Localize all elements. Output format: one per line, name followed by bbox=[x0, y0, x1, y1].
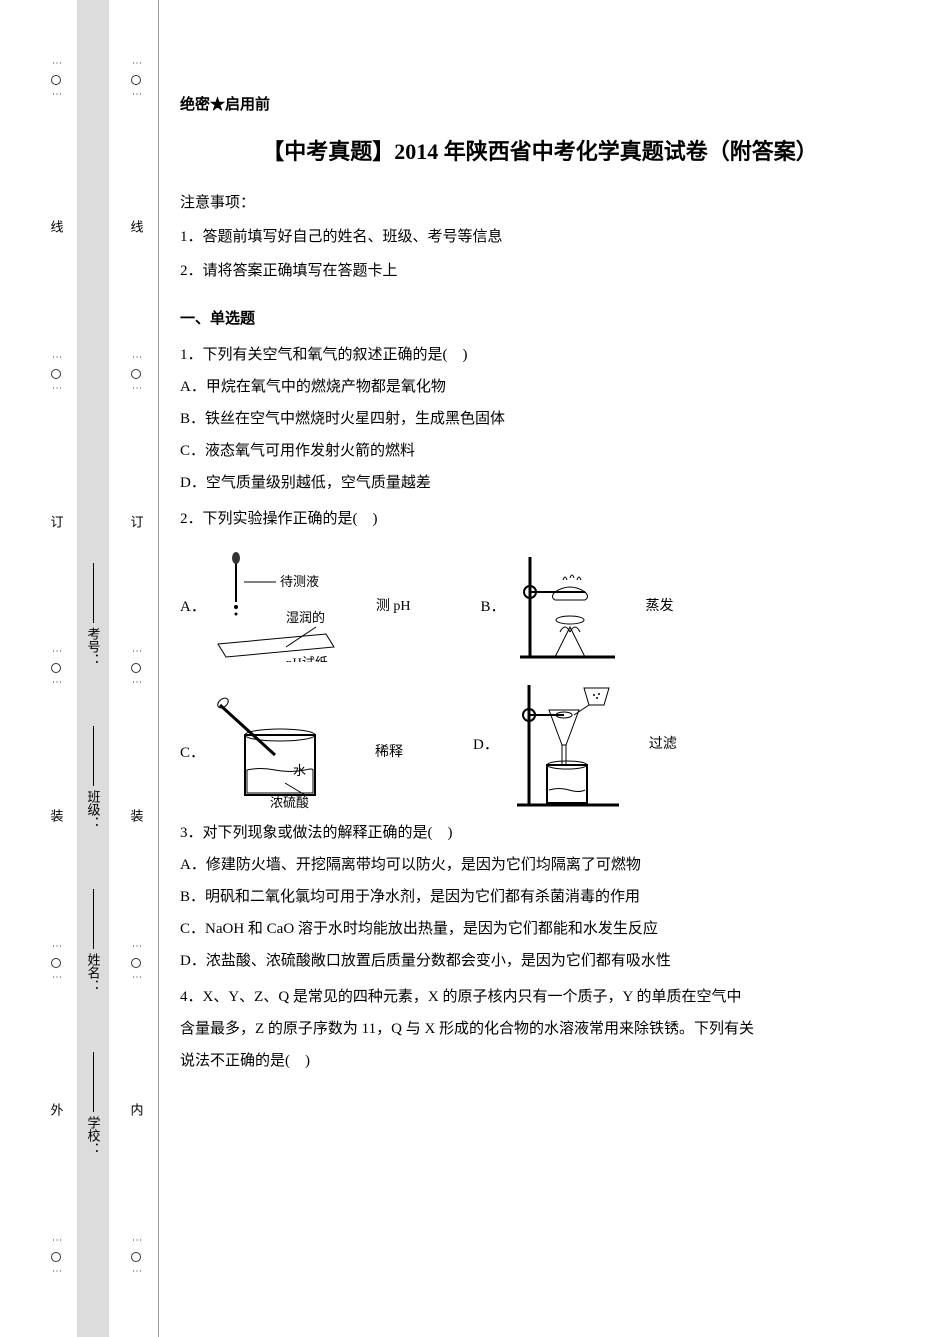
figure-label: D． bbox=[473, 730, 499, 760]
field-label: 学校： bbox=[84, 1116, 103, 1155]
svg-text:水: 水 bbox=[293, 763, 306, 778]
student-fields: 考号： 班级： 姓名： 学校： bbox=[81, 0, 105, 1337]
fold-char: 订 bbox=[47, 512, 66, 531]
svg-text:浓硫酸: 浓硫酸 bbox=[270, 795, 309, 810]
question-stem: 3．对下列现象或做法的解释正确的是( ) bbox=[180, 818, 900, 848]
option: A．修建防火墙、开挖隔离带均可以防火，是因为它们均隔离了可燃物 bbox=[180, 850, 900, 880]
binding-strip: ⋮⋮ 线 ⋮⋮ 订 ⋮⋮ 装 ⋮⋮ 外 ⋮⋮ 考号： 班级： 姓名： 学校： ⋮… bbox=[0, 0, 155, 1337]
fold-char: 订 bbox=[127, 512, 146, 531]
exam-content: 绝密★启用前 【中考真题】2014 年陕西省中考化学真题试卷（附答案） 注意事项… bbox=[180, 90, 900, 1076]
diagram-filtration bbox=[509, 680, 629, 810]
question-stem: 1．下列有关空气和氧气的叙述正确的是( ) bbox=[180, 340, 900, 370]
option: C．NaOH 和 CaO 溶于水时均能放出热量，是因为它们都能和水发生反应 bbox=[180, 914, 900, 944]
field-label: 班级： bbox=[84, 790, 103, 829]
diagram-ph-test: 待测液 湿润的 pH试纸 bbox=[216, 552, 356, 662]
figure-caption: 稀释 bbox=[375, 739, 403, 767]
figure-a: A． 待测液 湿润的 pH试纸 测 pH bbox=[180, 552, 410, 662]
svg-text:湿润的: 湿润的 bbox=[286, 610, 325, 625]
section-heading: 一、单选题 bbox=[180, 304, 900, 334]
field-label: 姓名： bbox=[84, 953, 103, 992]
diagram-evaporation bbox=[515, 552, 625, 662]
diagram-dilution: 水 浓硫酸 bbox=[215, 695, 355, 810]
exam-title: 【中考真题】2014 年陕西省中考化学真题试卷（附答案） bbox=[180, 130, 900, 174]
option: A．甲烷在氧气中的燃烧产物都是氧化物 bbox=[180, 372, 900, 402]
fold-line-inner: ⋮⋮ 线 ⋮⋮ 订 ⋮⋮ 装 ⋮⋮ 内 ⋮⋮ bbox=[125, 0, 147, 1337]
option: B．明矾和二氧化氯均可用于净水剂，是因为它们都有杀菌消毒的作用 bbox=[180, 882, 900, 912]
field-label: 考号： bbox=[84, 627, 103, 666]
question-stem: 2．下列实验操作正确的是( ) bbox=[180, 504, 900, 534]
figure-label: B． bbox=[480, 592, 505, 622]
notice-label: 注意事项： bbox=[180, 188, 900, 218]
figure-row: A． 待测液 湿润的 pH试纸 测 pH B． bbox=[180, 552, 900, 662]
outer-marker: 外 bbox=[47, 1100, 66, 1119]
fold-char: 线 bbox=[127, 217, 146, 236]
figure-c: C． 水 浓硫酸 稀释 bbox=[180, 695, 403, 810]
option: D．空气质量级别越低，空气质量越差 bbox=[180, 468, 900, 498]
figure-row: C． 水 浓硫酸 稀释 D． bbox=[180, 680, 900, 810]
fold-char: 装 bbox=[47, 806, 66, 825]
svg-text:pH试纸: pH试纸 bbox=[286, 655, 328, 662]
figure-label: C． bbox=[180, 738, 205, 768]
option: C．液态氧气可用作发射火箭的燃料 bbox=[180, 436, 900, 466]
content-divider bbox=[158, 0, 159, 1337]
notice-item: 1．答题前填写好自己的姓名、班级、考号等信息 bbox=[180, 222, 900, 252]
inner-marker: 内 bbox=[127, 1100, 146, 1119]
figure-caption: 过滤 bbox=[649, 731, 677, 759]
fold-char: 线 bbox=[47, 217, 66, 236]
option: B．铁丝在空气中燃烧时火星四射，生成黑色固体 bbox=[180, 404, 900, 434]
question-stem: 说法不正确的是( ) bbox=[180, 1046, 900, 1076]
option: D．浓盐酸、浓硫酸敞口放置后质量分数都会变小，是因为它们都有吸水性 bbox=[180, 946, 900, 976]
question-stem: 4．X、Y、Z、Q 是常见的四种元素，X 的原子核内只有一个质子，Y 的单质在空… bbox=[180, 982, 900, 1012]
confidential-label: 绝密★启用前 bbox=[180, 90, 900, 120]
figure-d: D． 过滤 bbox=[473, 680, 677, 810]
fold-char: 装 bbox=[127, 806, 146, 825]
figure-label: A． bbox=[180, 592, 206, 622]
figure-b: B． 蒸发 bbox=[480, 552, 673, 662]
figure-caption: 蒸发 bbox=[645, 593, 673, 621]
notice-item: 2．请将答案正确填写在答题卡上 bbox=[180, 256, 900, 286]
figure-caption: 测 pH bbox=[376, 593, 411, 621]
question-stem: 含量最多，Z 的原子序数为 11，Q 与 X 形成的化合物的水溶液常用来除铁锈。… bbox=[180, 1014, 900, 1044]
fold-line-outer: ⋮⋮ 线 ⋮⋮ 订 ⋮⋮ 装 ⋮⋮ 外 ⋮⋮ bbox=[45, 0, 67, 1337]
svg-text:待测液: 待测液 bbox=[280, 574, 319, 589]
